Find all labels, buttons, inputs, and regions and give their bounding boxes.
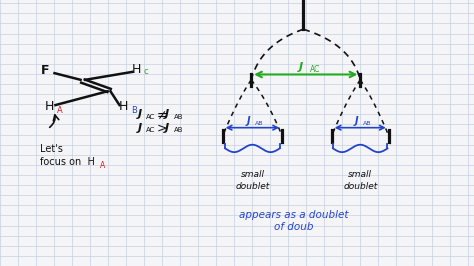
Text: J: J [355,116,358,126]
Text: AC: AC [146,127,155,133]
Text: J: J [137,123,142,133]
Text: doublet: doublet [235,182,270,191]
Text: AB: AB [255,121,264,126]
Text: AC: AC [310,65,320,74]
Text: small: small [240,170,264,179]
Text: focus on  H: focus on H [40,157,95,167]
Text: H: H [118,100,128,113]
Text: H: H [45,100,55,113]
Text: H: H [132,63,141,76]
Text: doublet: doublet [343,182,377,191]
Text: AB: AB [173,127,183,133]
Text: ≠: ≠ [156,108,167,121]
Text: A: A [57,106,63,115]
Text: appears as a doublet: appears as a doublet [239,210,349,221]
Text: J: J [247,116,250,126]
Text: Let's: Let's [40,144,63,154]
Text: c: c [144,67,148,76]
Text: AC: AC [146,114,155,120]
Text: AB: AB [173,114,183,120]
Text: of doub: of doub [274,222,314,232]
Text: A: A [100,161,105,170]
Text: J: J [165,109,169,119]
Text: J: J [165,123,169,133]
Text: J: J [137,109,142,119]
Text: B: B [131,106,137,115]
Text: AB: AB [363,121,372,126]
Text: >: > [156,121,167,134]
Text: small: small [348,170,372,179]
Text: J: J [299,61,303,72]
Text: F: F [41,64,49,77]
